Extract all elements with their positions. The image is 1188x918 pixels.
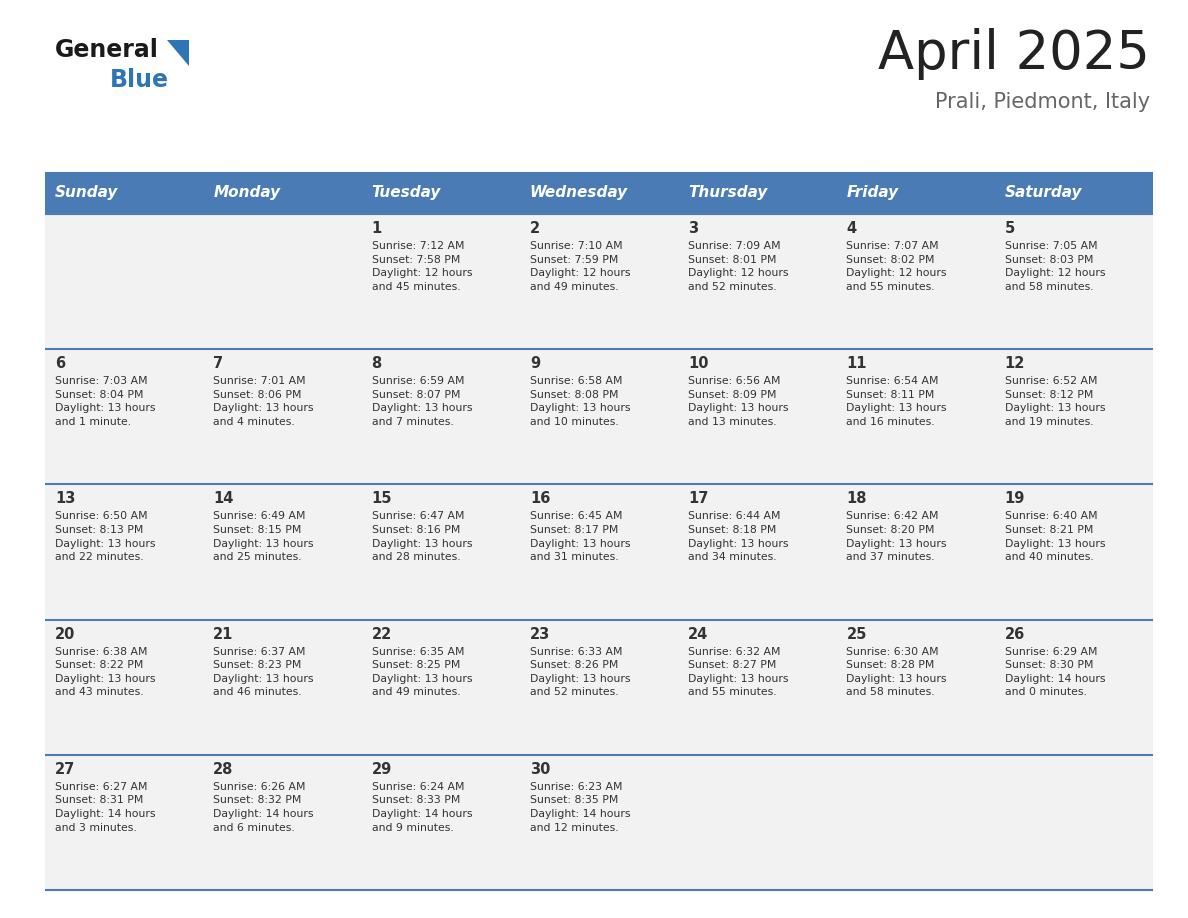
Bar [45,755,1154,890]
Bar [45,620,1154,755]
Text: 23: 23 [530,627,550,642]
Bar [45,214,1154,349]
Text: 20: 20 [55,627,75,642]
Text: 3: 3 [688,221,699,236]
Text: Sunrise: 7:09 AM
Sunset: 8:01 PM
Daylight: 12 hours
and 52 minutes.: Sunrise: 7:09 AM Sunset: 8:01 PM Dayligh… [688,241,789,292]
Text: Wednesday: Wednesday [530,185,628,200]
Text: Sunrise: 6:50 AM
Sunset: 8:13 PM
Daylight: 13 hours
and 22 minutes.: Sunrise: 6:50 AM Sunset: 8:13 PM Dayligh… [55,511,156,562]
Text: 30: 30 [530,762,550,777]
Text: Sunrise: 6:54 AM
Sunset: 8:11 PM
Daylight: 13 hours
and 16 minutes.: Sunrise: 6:54 AM Sunset: 8:11 PM Dayligh… [846,376,947,427]
Polygon shape [168,40,189,66]
Text: 27: 27 [55,762,75,777]
Text: Sunrise: 7:05 AM
Sunset: 8:03 PM
Daylight: 12 hours
and 58 minutes.: Sunrise: 7:05 AM Sunset: 8:03 PM Dayligh… [1005,241,1105,292]
Text: Sunrise: 6:33 AM
Sunset: 8:26 PM
Daylight: 13 hours
and 52 minutes.: Sunrise: 6:33 AM Sunset: 8:26 PM Dayligh… [530,646,631,698]
Bar [45,485,1154,620]
Text: 8: 8 [372,356,381,371]
Text: General: General [55,38,159,62]
Text: 5: 5 [1005,221,1015,236]
Text: 13: 13 [55,491,75,507]
Text: Sunrise: 6:37 AM
Sunset: 8:23 PM
Daylight: 13 hours
and 46 minutes.: Sunrise: 6:37 AM Sunset: 8:23 PM Dayligh… [214,646,314,698]
Bar [994,172,1154,214]
Text: 2: 2 [530,221,541,236]
Text: 7: 7 [214,356,223,371]
Text: Sunrise: 6:44 AM
Sunset: 8:18 PM
Daylight: 13 hours
and 34 minutes.: Sunrise: 6:44 AM Sunset: 8:18 PM Dayligh… [688,511,789,562]
Text: Sunrise: 6:40 AM
Sunset: 8:21 PM
Daylight: 13 hours
and 40 minutes.: Sunrise: 6:40 AM Sunset: 8:21 PM Dayligh… [1005,511,1105,562]
Text: Sunrise: 7:01 AM
Sunset: 8:06 PM
Daylight: 13 hours
and 4 minutes.: Sunrise: 7:01 AM Sunset: 8:06 PM Dayligh… [214,376,314,427]
Text: 16: 16 [530,491,550,507]
Text: Sunrise: 6:56 AM
Sunset: 8:09 PM
Daylight: 13 hours
and 13 minutes.: Sunrise: 6:56 AM Sunset: 8:09 PM Dayligh… [688,376,789,427]
Text: Sunrise: 6:24 AM
Sunset: 8:33 PM
Daylight: 14 hours
and 9 minutes.: Sunrise: 6:24 AM Sunset: 8:33 PM Dayligh… [372,782,472,833]
Text: Monday: Monday [214,185,280,200]
Bar [836,172,994,214]
Text: Sunrise: 6:52 AM
Sunset: 8:12 PM
Daylight: 13 hours
and 19 minutes.: Sunrise: 6:52 AM Sunset: 8:12 PM Dayligh… [1005,376,1105,427]
Text: Sunrise: 7:03 AM
Sunset: 8:04 PM
Daylight: 13 hours
and 1 minute.: Sunrise: 7:03 AM Sunset: 8:04 PM Dayligh… [55,376,156,427]
Text: Sunrise: 6:45 AM
Sunset: 8:17 PM
Daylight: 13 hours
and 31 minutes.: Sunrise: 6:45 AM Sunset: 8:17 PM Dayligh… [530,511,631,562]
Text: Saturday: Saturday [1005,185,1082,200]
Bar [520,172,678,214]
Bar [678,172,836,214]
Text: Sunrise: 6:30 AM
Sunset: 8:28 PM
Daylight: 13 hours
and 58 minutes.: Sunrise: 6:30 AM Sunset: 8:28 PM Dayligh… [846,646,947,698]
Text: Sunrise: 6:26 AM
Sunset: 8:32 PM
Daylight: 14 hours
and 6 minutes.: Sunrise: 6:26 AM Sunset: 8:32 PM Dayligh… [214,782,314,833]
Text: 25: 25 [846,627,867,642]
Text: 11: 11 [846,356,867,371]
Text: 22: 22 [372,627,392,642]
Text: Sunrise: 7:12 AM
Sunset: 7:58 PM
Daylight: 12 hours
and 45 minutes.: Sunrise: 7:12 AM Sunset: 7:58 PM Dayligh… [372,241,472,292]
Text: 6: 6 [55,356,65,371]
Text: 9: 9 [530,356,541,371]
Text: 4: 4 [846,221,857,236]
Bar [361,172,520,214]
Text: Sunrise: 6:38 AM
Sunset: 8:22 PM
Daylight: 13 hours
and 43 minutes.: Sunrise: 6:38 AM Sunset: 8:22 PM Dayligh… [55,646,156,698]
Text: 14: 14 [214,491,234,507]
Text: Friday: Friday [846,185,898,200]
Text: 24: 24 [688,627,708,642]
Text: 15: 15 [372,491,392,507]
Text: Sunrise: 7:10 AM
Sunset: 7:59 PM
Daylight: 12 hours
and 49 minutes.: Sunrise: 7:10 AM Sunset: 7:59 PM Dayligh… [530,241,631,292]
Text: Sunrise: 7:07 AM
Sunset: 8:02 PM
Daylight: 12 hours
and 55 minutes.: Sunrise: 7:07 AM Sunset: 8:02 PM Dayligh… [846,241,947,292]
Text: 29: 29 [372,762,392,777]
Text: 10: 10 [688,356,709,371]
Text: 1: 1 [372,221,381,236]
Text: Sunrise: 6:42 AM
Sunset: 8:20 PM
Daylight: 13 hours
and 37 minutes.: Sunrise: 6:42 AM Sunset: 8:20 PM Dayligh… [846,511,947,562]
Bar [45,349,1154,485]
Text: 18: 18 [846,491,867,507]
Text: Sunrise: 6:23 AM
Sunset: 8:35 PM
Daylight: 14 hours
and 12 minutes.: Sunrise: 6:23 AM Sunset: 8:35 PM Dayligh… [530,782,631,833]
Bar [203,172,361,214]
Text: 19: 19 [1005,491,1025,507]
Text: Sunrise: 6:27 AM
Sunset: 8:31 PM
Daylight: 14 hours
and 3 minutes.: Sunrise: 6:27 AM Sunset: 8:31 PM Dayligh… [55,782,156,833]
Text: 17: 17 [688,491,708,507]
Text: Sunrise: 6:58 AM
Sunset: 8:08 PM
Daylight: 13 hours
and 10 minutes.: Sunrise: 6:58 AM Sunset: 8:08 PM Dayligh… [530,376,631,427]
Text: Sunday: Sunday [55,185,119,200]
Text: 12: 12 [1005,356,1025,371]
Text: 28: 28 [214,762,234,777]
Text: 21: 21 [214,627,234,642]
Bar [45,172,203,214]
Text: Thursday: Thursday [688,185,767,200]
Text: Sunrise: 6:35 AM
Sunset: 8:25 PM
Daylight: 13 hours
and 49 minutes.: Sunrise: 6:35 AM Sunset: 8:25 PM Dayligh… [372,646,472,698]
Text: Sunrise: 6:32 AM
Sunset: 8:27 PM
Daylight: 13 hours
and 55 minutes.: Sunrise: 6:32 AM Sunset: 8:27 PM Dayligh… [688,646,789,698]
Text: 26: 26 [1005,627,1025,642]
Text: April 2025: April 2025 [878,28,1150,80]
Text: Prali, Piedmont, Italy: Prali, Piedmont, Italy [935,92,1150,112]
Text: Sunrise: 6:49 AM
Sunset: 8:15 PM
Daylight: 13 hours
and 25 minutes.: Sunrise: 6:49 AM Sunset: 8:15 PM Dayligh… [214,511,314,562]
Text: Sunrise: 6:47 AM
Sunset: 8:16 PM
Daylight: 13 hours
and 28 minutes.: Sunrise: 6:47 AM Sunset: 8:16 PM Dayligh… [372,511,472,562]
Text: Sunrise: 6:29 AM
Sunset: 8:30 PM
Daylight: 14 hours
and 0 minutes.: Sunrise: 6:29 AM Sunset: 8:30 PM Dayligh… [1005,646,1105,698]
Text: Tuesday: Tuesday [372,185,441,200]
Text: Sunrise: 6:59 AM
Sunset: 8:07 PM
Daylight: 13 hours
and 7 minutes.: Sunrise: 6:59 AM Sunset: 8:07 PM Dayligh… [372,376,472,427]
Text: Blue: Blue [110,68,169,92]
